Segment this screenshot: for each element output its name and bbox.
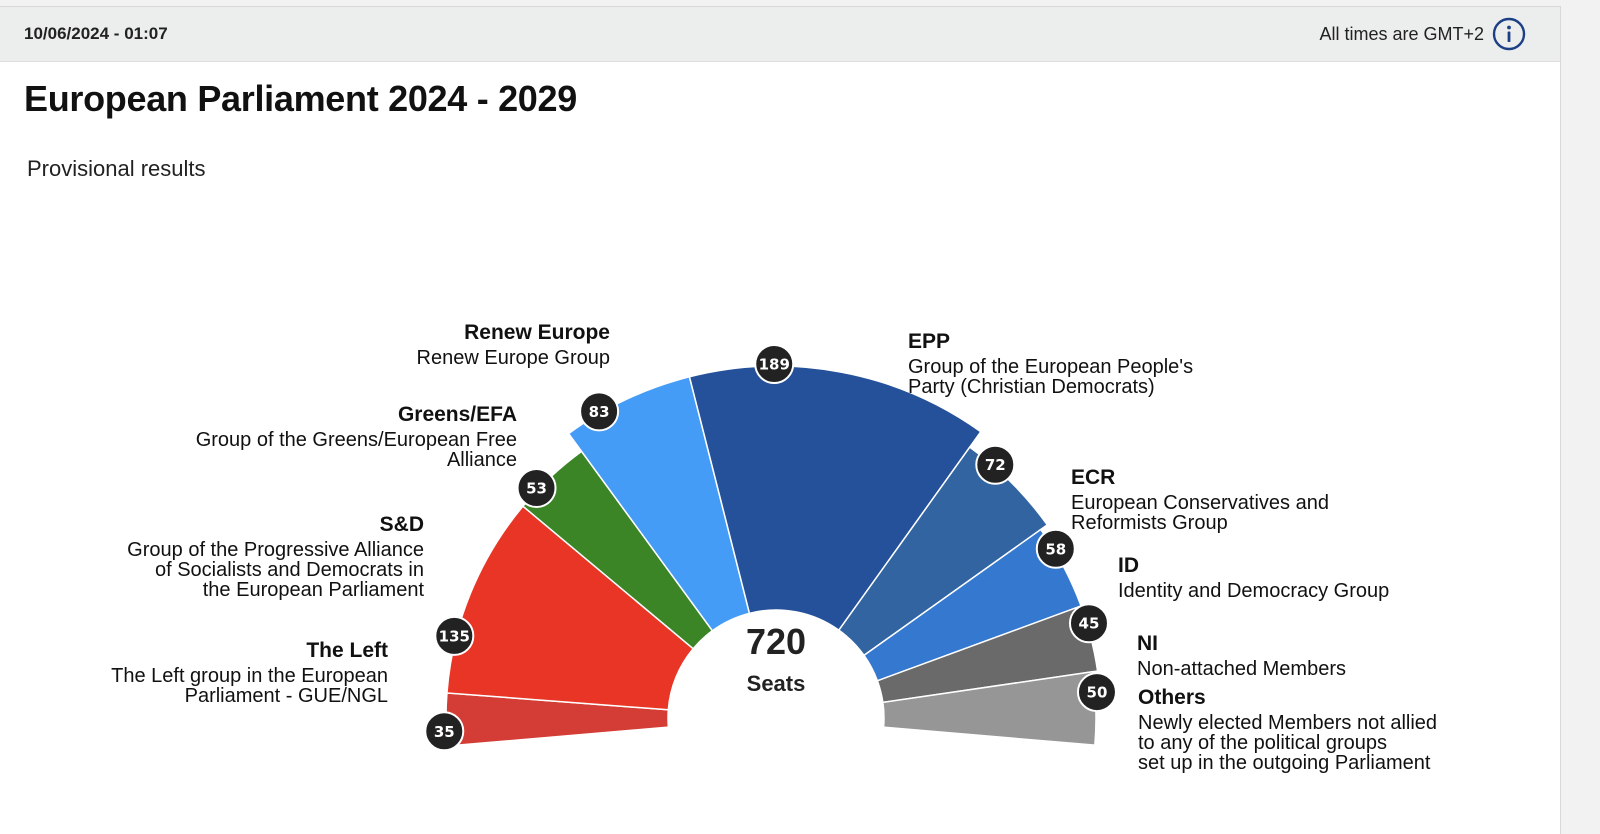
timezone-note: All times are GMT+2 [1319, 24, 1484, 44]
group-name-line: Reformists Group [1071, 512, 1228, 534]
update-timestamp: 10/06/2024 - 01:07 [24, 24, 168, 43]
seat-count-value: 83 [589, 403, 610, 421]
group-abbr-s-d: S&D [380, 513, 424, 536]
top-bar: 10/06/2024 - 01:07 All times are GMT+2 [0, 7, 1560, 62]
group-name-line: to any of the political groups [1138, 732, 1387, 754]
total-seats-value: 720 [746, 621, 806, 662]
seat-count-value: 45 [1079, 615, 1100, 633]
group-name-line: Group of the Progressive Alliance [127, 539, 424, 561]
group-name-line: European Conservatives and [1071, 492, 1329, 514]
group-name-line: Renew Europe Group [417, 347, 610, 369]
seat-segment-epp[interactable] [688, 365, 982, 632]
group-name-line: The Left group in the European [111, 665, 388, 687]
seat-count-value: 35 [434, 723, 455, 741]
group-abbr-others: Others [1138, 686, 1206, 709]
group-name-line: Parliament - GUE/NGL [185, 685, 388, 707]
group-name-line: Party (Christian Democrats) [908, 376, 1155, 398]
group-abbr-ni: NI [1137, 632, 1158, 655]
group-name-line: Identity and Democracy Group [1118, 580, 1389, 602]
seat-count-badge-others: 50 [1076, 672, 1117, 713]
seat-count-value: 53 [526, 480, 547, 498]
seat-count-badge-ni: 45 [1068, 603, 1109, 644]
seat-count-badge-id: 58 [1035, 528, 1076, 569]
group-abbr-renew-europe: Renew Europe [464, 321, 610, 344]
group-name-line: Newly elected Members not allied [1138, 712, 1437, 734]
group-name-line: Group of the Greens/European Free [196, 429, 517, 451]
info-circle-icon[interactable] [1492, 17, 1526, 51]
seat-count-badge-ecr: 72 [975, 444, 1016, 485]
seat-count-badge-renew-europe: 83 [579, 391, 620, 432]
page-title: European Parliament 2024 - 2029 [24, 78, 577, 119]
group-abbr-greens-efa: Greens/EFA [398, 403, 517, 426]
group-abbr-id: ID [1118, 554, 1139, 577]
group-name-line: of Socialists and Democrats in [155, 559, 424, 581]
seat-count-badge-epp: 189 [754, 344, 795, 385]
results-card: 10/06/2024 - 01:07 All times are GMT+2 [0, 6, 1561, 834]
page-subtitle: Provisional results [27, 156, 206, 181]
group-abbr-epp: EPP [908, 330, 950, 353]
group-abbr-the-left: The Left [306, 639, 388, 662]
group-name-line: Non-attached Members [1137, 658, 1346, 680]
total-seats-label: Seats [747, 671, 806, 696]
seat-count-value: 58 [1045, 540, 1066, 558]
group-name-line: the European Parliament [203, 579, 425, 601]
seat-count-badge-s-d: 135 [434, 615, 475, 656]
group-name-line: Alliance [447, 449, 517, 471]
group-name-line: set up in the outgoing Parliament [1138, 752, 1431, 774]
group-abbr-ecr: ECR [1071, 466, 1115, 489]
seat-count-value: 50 [1087, 684, 1108, 702]
seat-count-value: 72 [985, 456, 1006, 474]
group-name-line: Group of the European People's [908, 356, 1193, 378]
seat-count-badge-the-left: 35 [424, 711, 465, 752]
seat-count-value: 189 [759, 356, 790, 374]
seat-count-value: 135 [439, 627, 470, 645]
seat-count-badge-greens-efa: 53 [516, 468, 557, 509]
